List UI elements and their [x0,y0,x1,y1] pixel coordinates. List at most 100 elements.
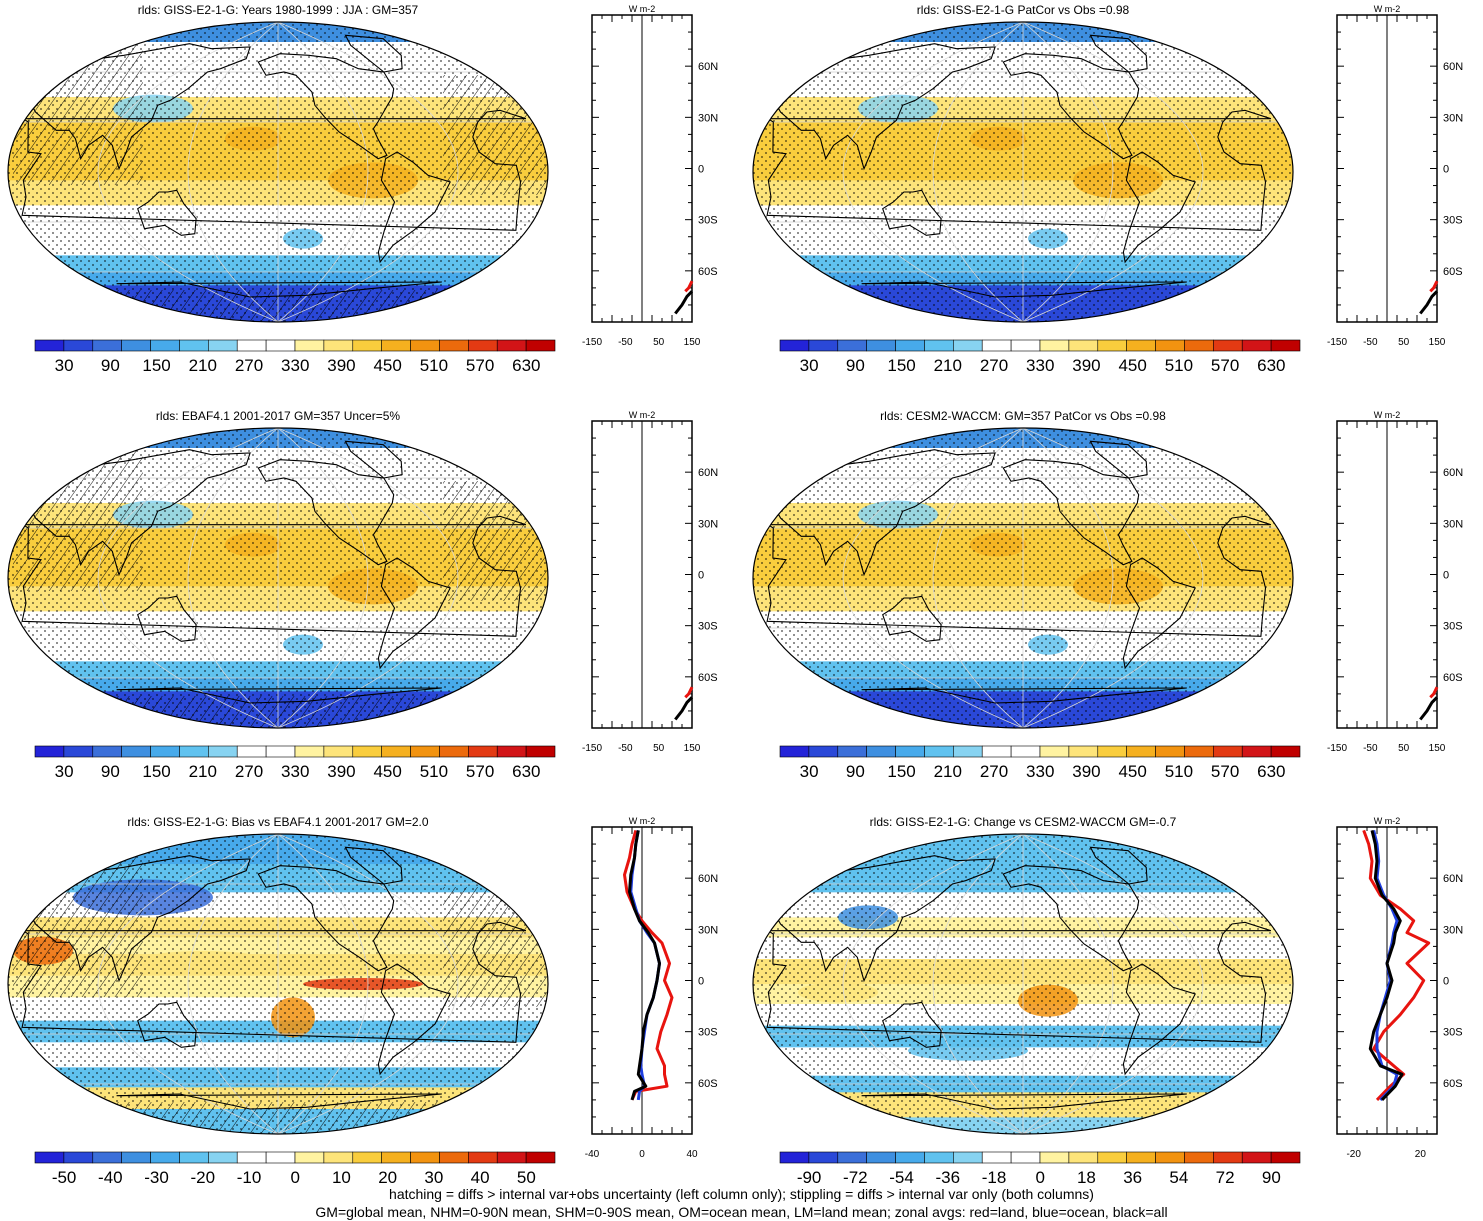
lat-label: 0 [698,976,704,988]
map-field [8,22,548,322]
lat-label: 30N [698,924,718,936]
coastline-samerica [377,557,451,670]
colorbar-swatch [779,745,810,758]
colorbar-swatch [352,745,382,758]
coastline-australia [137,1001,197,1048]
colorbar-swatch [866,339,896,352]
coastline-greenland [344,846,403,885]
profile-tick-label: 150 [684,743,701,754]
profile-tick-label: -50 [1363,337,1378,348]
colorbar-swatch [265,339,296,352]
graticule [1022,834,1204,1134]
graticule [1022,834,1114,1134]
coastline-australia [882,595,942,642]
panel-bias: rlds: GISS-E2-1-G: Bias vs EBAF4.1 2001-… [0,812,741,1220]
colorbar-label: 0 [290,1168,299,1187]
graticule [842,834,1024,1134]
colorbar-label: -10 [237,1168,262,1187]
colorbar-label: 10 [332,1168,351,1187]
panel-title: rlds: GISS-E2-1-G PatCor vs Obs =0.98 [916,3,1130,17]
colorbar-label: 150 [887,762,915,781]
colorbar-label: 40 [471,1168,490,1187]
colorbar-label: 630 [1257,356,1285,375]
colorbar-label: 30 [55,762,74,781]
colorbar-swatch [808,339,839,352]
colorbar-swatch [381,339,411,352]
colorbar-swatch [294,745,325,758]
hatching [443,887,548,1007]
colorbar-swatch [1039,745,1070,758]
zonal-profile: 60N 30N 0 30S 60S W m-2 -150 -50 50 150 [582,410,718,754]
colorbar-swatch [323,1151,354,1164]
coastline-samerica [377,151,451,264]
colorbar-swatch [1155,745,1185,758]
lat-label: 60S [1443,266,1463,278]
colorbar-swatch [525,745,556,758]
colorbar-swatch [381,745,411,758]
colorbar-swatch [953,745,983,758]
colorbar-swatch [468,745,498,758]
colorbar-swatch [1097,339,1127,352]
colorbar-label: 90 [101,762,120,781]
panel-giss-patcor: rlds: GISS-E2-1-G PatCor vs Obs =0.98 60… [745,0,1483,408]
lat-label: 60N [698,61,718,73]
coastline-australia [137,189,197,236]
colorbar-swatch [410,745,440,758]
colorbar-swatch [779,339,810,352]
world-map [752,833,1294,1135]
map-border [7,21,549,323]
colorbar: 30 90 150 210 270 330 390 450 510 570 630 [779,339,1301,375]
colorbar-swatch [294,1151,325,1164]
profile-tick-label: 150 [684,337,701,348]
colorbar: 30 90 150 210 270 330 390 450 510 570 630 [34,339,556,375]
colorbar-swatch [236,745,267,758]
colorbar-swatch [1213,339,1243,352]
colorbar-swatch [121,745,151,758]
graticule [277,22,459,322]
panel-change: rlds: GISS-E2-1-G: Change vs CESM2-WACCM… [745,812,1483,1220]
profile-tick-label: -50 [618,337,633,348]
coastline-antarctica [116,1093,442,1110]
colorbar-swatch [208,1151,238,1164]
colorbar-swatch [1241,745,1272,758]
map-border [7,427,549,729]
coastline-eurasia [31,855,251,983]
graticule [1022,22,1114,322]
colorbar: -50 -40 -30 -20 -10 0 10 20 30 40 50 [34,1151,556,1187]
colorbar-swatch [236,339,267,352]
coastline-antarctica [861,1093,1187,1110]
coastline-australia [882,1001,942,1048]
colorbar-label: 510 [1165,356,1193,375]
profile-series-land [684,686,694,699]
colorbar-label: 90 [101,356,120,375]
colorbar-swatch [236,1151,267,1164]
profile-series-land [623,829,674,1101]
colorbar-label: 570 [1211,762,1239,781]
colorbar-swatch [525,339,556,352]
coastline-australia [882,189,942,236]
colorbar-label: 150 [142,762,170,781]
units-label: W m-2 [1374,410,1401,420]
coastline-eurasia [31,43,251,171]
lat-label: 0 [1443,570,1449,582]
zonal-profile: 60N 30N 0 30S 60S W m-2 -40 0 40 [585,816,718,1160]
colorbar-label: 150 [887,356,915,375]
coastline-antarctica [116,281,442,298]
colorbar-swatch [179,1151,209,1164]
colorbar-label: 30 [800,356,819,375]
coastline-namerica [257,865,395,972]
world-map [7,833,549,1135]
colorbar-swatch [953,339,983,352]
colorbar-swatch [294,339,325,352]
colorbar-label: 150 [142,356,170,375]
coastline-eurasia [776,449,996,577]
colorbar-swatch [895,339,925,352]
colorbar-label: 450 [373,356,401,375]
profile-tick-label: 50 [1398,337,1410,348]
profile-tick-label: 20 [1415,1149,1427,1160]
colorbar-label: 510 [420,356,448,375]
colorbar-label: -40 [98,1168,123,1187]
profile-series-all [674,696,694,721]
profile-tick-label: -150 [582,337,602,348]
graticule [277,428,459,728]
